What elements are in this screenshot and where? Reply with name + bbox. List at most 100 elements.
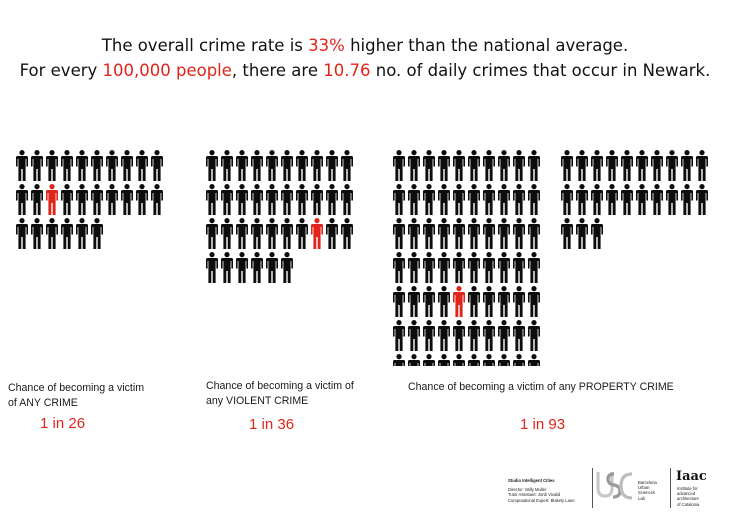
person-icon (393, 320, 405, 351)
person-icon (453, 354, 465, 366)
person-icon (106, 184, 118, 215)
person-icon (636, 184, 648, 215)
person-icon (393, 252, 405, 283)
person-icon (453, 218, 465, 249)
person-icon (468, 320, 480, 351)
person-icon (483, 150, 495, 181)
person-icon (206, 184, 218, 215)
person-icon (498, 252, 510, 283)
any-crime-figures (16, 150, 163, 249)
person-icon (221, 150, 233, 181)
person-icon (483, 286, 495, 317)
person-icon (591, 150, 603, 181)
person-icon (393, 184, 405, 215)
person-icon (311, 184, 323, 215)
person-icon (393, 150, 405, 181)
person-icon (651, 184, 663, 215)
person-icon (136, 184, 148, 215)
person-icon (408, 218, 420, 249)
headline-line-2: For every 100,000 people, there are 10.7… (19, 61, 711, 80)
person-icon (438, 184, 450, 215)
person-icon (91, 184, 103, 215)
violent-crime-caption: Chance of becoming a victim of any VIOLE… (206, 380, 354, 407)
person-icon (483, 320, 495, 351)
person-icon (106, 150, 118, 181)
person-icon (61, 218, 73, 249)
person-icon (513, 218, 525, 249)
person-icon (468, 286, 480, 317)
person-icon (621, 184, 633, 215)
person-icon (528, 320, 540, 351)
person-icon (438, 320, 450, 351)
property-crime-odds: 1 in 93 (520, 416, 566, 433)
person-icon (606, 184, 618, 215)
person-icon (528, 150, 540, 181)
person-icon (483, 184, 495, 215)
person-icon (438, 354, 450, 366)
person-icon (498, 150, 510, 181)
person-icon (266, 150, 278, 181)
person-icon (423, 286, 435, 317)
iaac-logo: Iaac (676, 469, 707, 484)
person-icon (696, 150, 708, 181)
person-icon (76, 218, 88, 249)
person-icon (16, 218, 28, 249)
person-icon (453, 150, 465, 181)
person-icon (561, 218, 573, 249)
person-icon (423, 354, 435, 366)
person-icon (16, 184, 28, 215)
person-icon (576, 218, 588, 249)
person-icon (591, 218, 603, 249)
person-icon (408, 354, 420, 366)
any-crime-caption: Chance of becoming a victim of ANY CRIME (8, 382, 145, 409)
person-icon (498, 354, 510, 366)
person-icon (576, 184, 588, 215)
person-icon (528, 286, 540, 317)
property-crime-figures (393, 150, 708, 366)
person-icon (468, 150, 480, 181)
person-icon (423, 320, 435, 351)
person-icon (251, 150, 263, 181)
person-icon (438, 150, 450, 181)
person-icon (483, 354, 495, 366)
crime-rate-highlight: 33% (308, 36, 345, 55)
person-icon (251, 184, 263, 215)
person-icon (423, 150, 435, 181)
person-icon (151, 184, 163, 215)
person-icon (31, 218, 43, 249)
studio-credits: Studio Intelligent Cities Director: Will… (508, 478, 575, 503)
person-icon (528, 252, 540, 283)
person-icon (91, 150, 103, 181)
person-icon (513, 150, 525, 181)
person-icon (76, 150, 88, 181)
person-icon (206, 252, 218, 283)
person-icon (393, 286, 405, 317)
person-icon (206, 218, 218, 249)
person-icon (408, 286, 420, 317)
person-icon (121, 184, 133, 215)
logo-divider (670, 468, 671, 508)
person-icon (576, 150, 588, 181)
person-icon (561, 184, 573, 215)
person-icon (513, 354, 525, 366)
person-icon (16, 150, 28, 181)
person-icon (696, 184, 708, 215)
person-icon (393, 354, 405, 366)
person-icon (408, 150, 420, 181)
person-icon (61, 184, 73, 215)
person-icon (326, 218, 338, 249)
person-icon (423, 184, 435, 215)
person-icon (591, 184, 603, 215)
person-icon (61, 150, 73, 181)
person-icon (528, 354, 540, 366)
person-icon (666, 184, 678, 215)
person-icon (296, 150, 308, 181)
person-icon (408, 184, 420, 215)
person-icon (513, 252, 525, 283)
person-icon (606, 150, 618, 181)
person-icon (561, 150, 573, 181)
person-icon (311, 218, 323, 249)
person-icon (151, 150, 163, 181)
violent-crime-figures (206, 150, 353, 283)
person-icon (221, 184, 233, 215)
